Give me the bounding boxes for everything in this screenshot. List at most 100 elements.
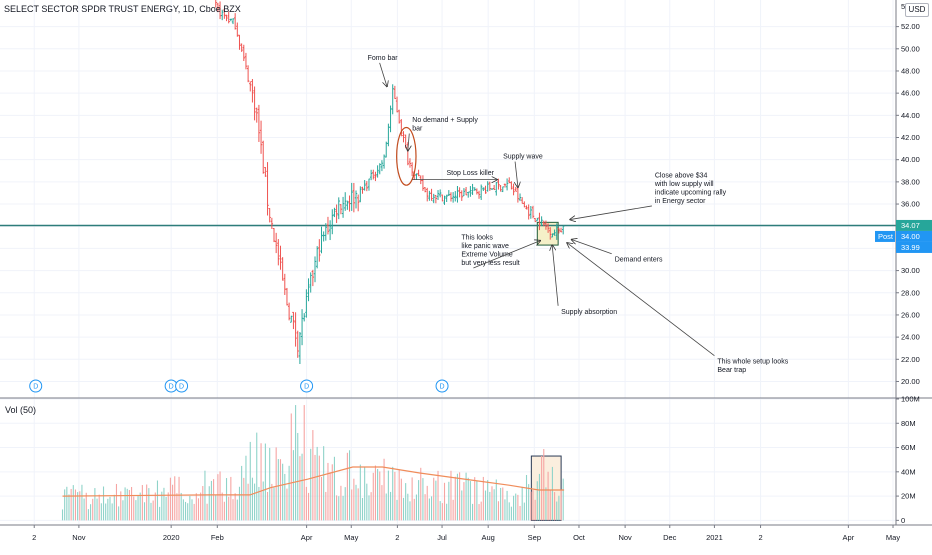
volume-bar — [383, 458, 385, 521]
volume-bar — [109, 496, 111, 521]
volume-bar — [161, 491, 163, 521]
ohlc-bar — [344, 192, 347, 211]
volume-bar — [90, 504, 92, 521]
ohlc-bar — [309, 272, 312, 293]
volume-bar — [277, 459, 279, 521]
volume-bar — [366, 483, 368, 521]
volume-bar — [413, 498, 415, 521]
annotation-line: like panic wave — [461, 243, 509, 250]
ohlc-bar — [505, 178, 509, 191]
volume-bar — [547, 471, 549, 521]
ohlc-bar — [479, 184, 483, 200]
volume-bar — [230, 476, 232, 521]
ohlc-bar — [492, 185, 496, 191]
ohlc-bar — [544, 220, 548, 230]
annotation-line: Demand enters — [615, 257, 663, 264]
ohlc-bar — [385, 141, 388, 158]
annotation-line: but very less result — [461, 260, 519, 267]
volume-bar — [323, 446, 325, 521]
price-tick-label: 42.00 — [901, 133, 920, 142]
ohlc-bar — [378, 163, 381, 175]
volume-bar — [182, 499, 184, 521]
volume-bar — [549, 490, 551, 521]
ohlc-bar — [540, 216, 543, 226]
ohlc-bar — [294, 312, 297, 347]
volume-bar — [327, 462, 329, 521]
price-tick-label: 40.00 — [901, 155, 920, 164]
volume-tick-label: 60M — [901, 443, 916, 452]
volume-bar — [487, 480, 489, 521]
post-badge — [875, 230, 895, 242]
volume-tick-label: 20M — [901, 492, 916, 501]
ohlc-bar — [467, 191, 470, 198]
price-tick-label: 22.00 — [901, 355, 920, 364]
volume-bar — [333, 456, 335, 521]
volume-bar — [491, 486, 493, 521]
time-tick-label: Sep — [528, 533, 541, 542]
volume-bar — [474, 477, 476, 521]
annotation-line: in Energy sector — [655, 198, 706, 205]
volume-bar — [459, 472, 461, 521]
ohlc-bar — [484, 185, 487, 194]
time-tick-label: 2020 — [163, 533, 180, 542]
volume-bar — [299, 456, 301, 521]
volume-bar — [344, 487, 346, 521]
ohlc-bar — [423, 187, 427, 193]
volume-bar — [452, 499, 454, 521]
price-tick-label: 28.00 — [901, 288, 920, 297]
axes: 20.0022.0024.0026.0028.0030.0032.0034.00… — [0, 0, 932, 542]
currency-badge[interactable]: USD — [905, 3, 929, 17]
annotation-line: Bear trap — [717, 367, 746, 374]
volume-bar — [297, 432, 299, 521]
volume-bar — [394, 471, 396, 521]
annotation-line: indicate upcoming rally — [655, 189, 727, 196]
volume-bar — [232, 499, 234, 521]
ohlc-bar — [395, 96, 399, 113]
time-tick-label: Nov — [618, 533, 632, 542]
price-tick-label: 20.00 — [901, 377, 920, 386]
price-badge — [896, 230, 932, 242]
volume-bar — [346, 452, 348, 521]
volume-bar — [282, 463, 284, 521]
ohlc-bar — [376, 165, 379, 178]
ohlc-bar — [454, 191, 457, 202]
ohlc-bar — [441, 194, 444, 202]
volume-bar — [372, 472, 374, 521]
volume-bar — [238, 486, 241, 521]
ohlc-bar — [486, 181, 489, 192]
price-tick-label: 46.00 — [901, 89, 920, 98]
volume-bar — [249, 441, 251, 521]
volume-bar — [126, 488, 128, 521]
ohlc-bar — [525, 205, 528, 210]
volume-bar — [329, 472, 331, 521]
dividend-marker: D — [175, 379, 189, 393]
ohlc-bar — [352, 182, 356, 213]
ohlc-bar — [240, 43, 243, 52]
price-badge — [896, 241, 932, 253]
volume-bar — [290, 413, 292, 521]
ohlc-bar — [436, 190, 440, 200]
volume-bar — [260, 443, 262, 521]
volume-bar — [256, 432, 258, 521]
ohlc-bar — [359, 186, 362, 203]
time-tick-label: 2021 — [706, 533, 723, 542]
annotation-arrow — [567, 243, 715, 357]
volume-bar — [342, 495, 344, 521]
ohlc-bar — [367, 178, 371, 191]
ohlc-bar — [456, 185, 459, 203]
ohlc-bar — [320, 226, 323, 254]
grid — [0, 0, 896, 524]
ohlc-bar — [451, 192, 455, 203]
annotation-arrow — [473, 241, 540, 269]
volume-bar — [361, 497, 364, 521]
volume-bar — [61, 509, 64, 521]
ohlc-bar — [443, 195, 446, 205]
volume-bar — [385, 493, 387, 521]
ohlc-bar — [337, 197, 340, 220]
volume-bar — [504, 499, 506, 521]
ohlc-bar — [290, 315, 293, 323]
ohlc-bar — [283, 273, 286, 295]
volume-bar — [210, 480, 212, 521]
ohlc-bar — [287, 302, 291, 321]
